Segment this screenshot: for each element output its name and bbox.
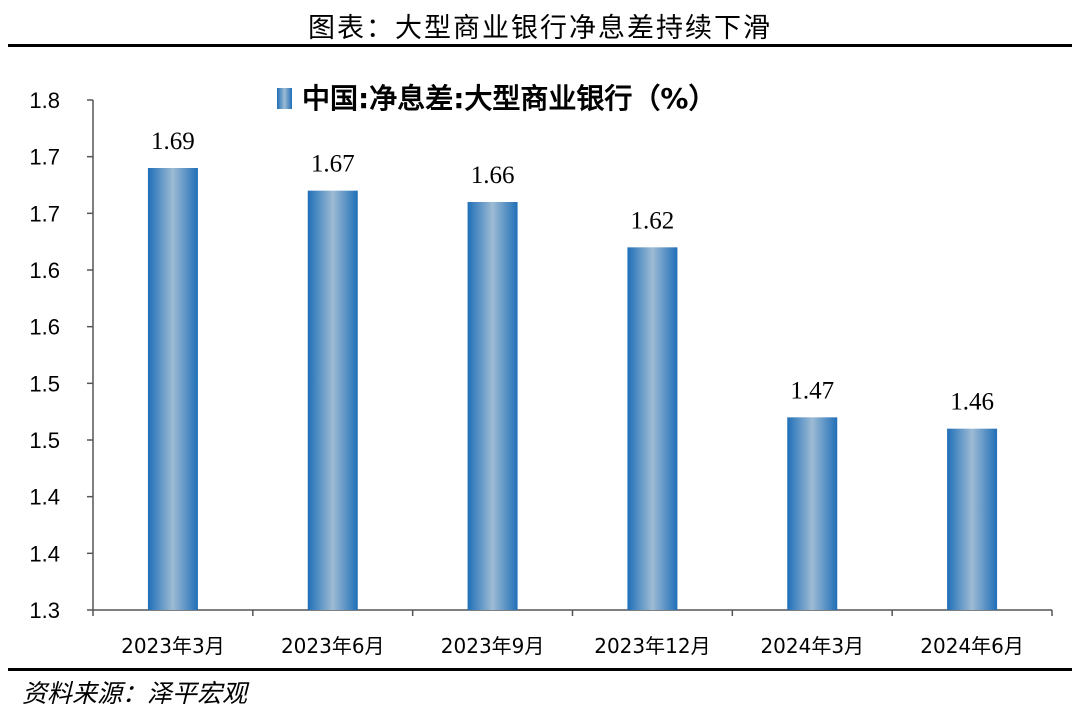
bar (147, 168, 198, 610)
bottom-rule (8, 668, 1072, 671)
y-tick-label: 1.4 (29, 485, 60, 510)
top-rule (8, 44, 1072, 47)
y-tick-label: 1.6 (29, 258, 60, 283)
bar (787, 417, 838, 610)
legend-swatch (277, 88, 292, 109)
bar (627, 247, 678, 611)
y-tick-label: 1.6 (29, 315, 60, 340)
data-label: 1.62 (631, 207, 675, 234)
y-tick-label: 1.4 (29, 541, 60, 566)
data-labels: 1.69 1.67 1.66 1.62 1.47 1.46 (151, 128, 994, 416)
bar (467, 202, 518, 610)
legend-label: 中国:净息差:大型商业银行（%） (302, 82, 716, 115)
x-tick-label: 2023年6月 (281, 634, 385, 658)
y-tick-label: 1.5 (29, 371, 60, 396)
y-tick-label: 1.5 (29, 428, 60, 453)
bar-series (147, 168, 998, 611)
x-tick-label: 2023年3月 (121, 634, 225, 658)
data-label: 1.69 (151, 128, 195, 155)
source-note: 资料来源：泽平宏观 (22, 679, 248, 708)
x-tick-label: 2023年12月 (594, 634, 710, 658)
x-tick-label: 2023年9月 (441, 634, 545, 658)
y-tick-label: 1.7 (29, 201, 60, 226)
y-tick-label: 1.8 (29, 88, 60, 113)
y-tick-label: 1.3 (29, 598, 60, 623)
x-tick-label: 2024年6月 (920, 634, 1024, 658)
bar (307, 190, 358, 610)
chart-title: 图表：大型商业银行净息差持续下滑 (308, 13, 772, 44)
chart-axes: 1.3 1.4 1.4 1.5 1.5 1.6 1.6 1.7 1.7 1.8 2023年3月 202… (29, 88, 1053, 658)
y-tick-label: 1.7 (29, 145, 60, 170)
chart-legend: 中国:净息差:大型商业银行（%） (277, 82, 716, 115)
x-tick-label: 2024年3月 (760, 634, 864, 658)
data-label: 1.47 (790, 377, 834, 404)
data-label: 1.46 (950, 389, 994, 416)
bar (947, 428, 998, 610)
data-label: 1.66 (471, 162, 515, 189)
data-label: 1.67 (311, 151, 355, 178)
